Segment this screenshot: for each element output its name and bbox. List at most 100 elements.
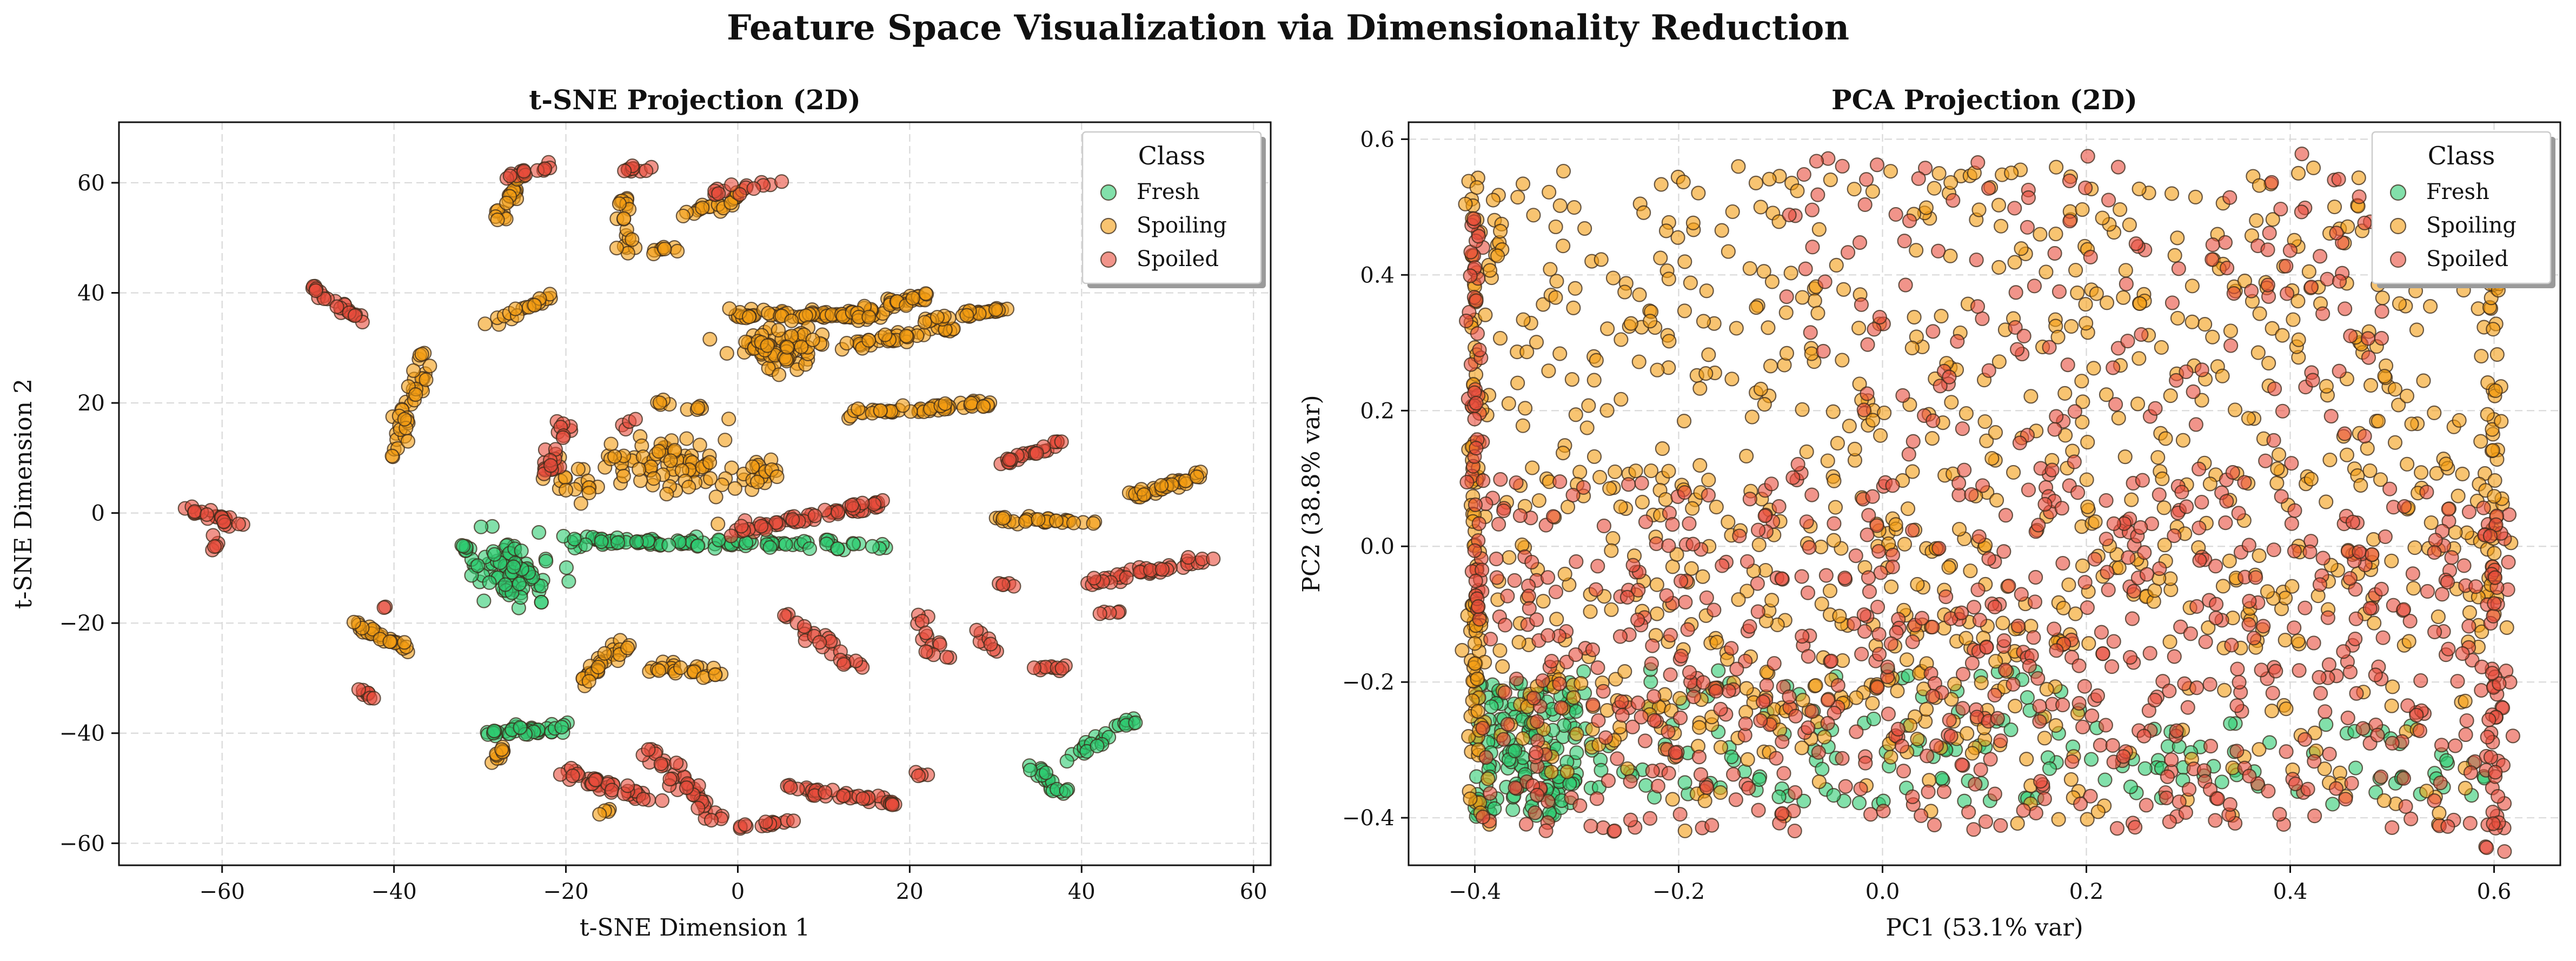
scatter-point [1668,745,1683,760]
scatter-point [2160,769,2175,784]
scatter-point [1790,183,1805,198]
scatter-point [2374,330,2389,346]
scatter-point [1810,187,1825,202]
scatter-point [2319,494,2334,509]
scatter-point [1614,694,1629,710]
scatter-point [1987,687,2002,703]
scatter-point [419,372,434,387]
scatter-point [1991,197,2007,213]
scatter-point [1991,260,2007,275]
scatter-point [382,634,397,649]
scatter-point [2272,806,2287,822]
scatter-point [1731,592,1746,607]
scatter-point [2413,673,2428,688]
scatter-point [1581,398,1596,413]
scatter-point [696,670,711,685]
scatter-point [1086,571,1101,586]
y-tick-label: 0.6 [1360,127,1395,152]
scatter-point [2062,214,2077,229]
scatter-point [1911,171,1926,186]
chart-title: PCA Projection (2D) [1831,84,2137,116]
scatter-point [1970,582,1986,598]
scatter-point [1998,508,2014,523]
scatter-point [2028,569,2043,585]
scatter-point [1522,601,1537,616]
scatter-point [1704,818,1719,833]
scatter-point [2258,453,2273,468]
scatter-point [1458,196,1473,211]
scatter-point [2163,388,2178,403]
scatter-point [1853,781,1868,797]
scatter-point [2130,396,2146,412]
scatter-point [2067,404,2082,419]
scatter-point [2399,388,2415,403]
scatter-point [2229,744,2245,759]
scatter-point [2459,713,2474,728]
scatter-point [1856,402,1871,417]
scatter-point [2339,447,2355,462]
y-tick-label: −60 [59,831,105,856]
scatter-point [1594,252,1609,267]
scatter-point [2322,452,2338,468]
scatter-point [2397,499,2412,514]
scatter-point [1974,675,1989,691]
scatter-point [2462,605,2478,620]
scatter-point [1471,516,1486,531]
scatter-point [777,608,792,623]
scatter-point [2363,377,2379,393]
scatter-point [1610,751,1625,766]
scatter-point [2486,322,2501,337]
scatter-point [1774,571,1789,586]
scatter-point [422,359,437,374]
scatter-point [2099,387,2114,402]
scatter-point [1860,337,1875,352]
scatter-point [610,535,626,550]
x-tick-label: −20 [543,879,588,904]
scatter-point [1677,485,1692,500]
scatter-point [2077,575,2093,590]
scatter-point [1890,721,1906,737]
scatter-point [1482,263,1498,278]
scatter-point [1934,308,1949,324]
scatter-point [1782,689,1797,705]
scatter-point [1496,732,1511,747]
y-tick-label: −0.4 [1342,806,1395,831]
scatter-point [2473,434,2488,449]
scatter-point [1650,778,1665,794]
scatter-point [346,614,362,630]
scatter-point [1472,612,1487,627]
scatter-point [1955,666,1971,682]
scatter-point [2003,722,2019,738]
scatter-point [2188,189,2203,204]
scatter-point [1978,814,1994,829]
scatter-point [2120,334,2135,349]
scatter-point [2020,690,2035,705]
scatter-point [780,340,795,355]
scatter-point [1835,353,1850,368]
scatter-point [1645,638,1660,653]
scatter-point [1709,634,1724,650]
scatter-point [639,163,654,178]
scatter-point [691,400,706,415]
scatter-point [1500,588,1515,604]
scatter-point [1634,475,1649,491]
scatter-point [1837,571,1853,586]
scatter-point [406,363,421,378]
scatter-point [2409,707,2424,723]
scatter-point [1871,647,1887,662]
scatter-point [2286,312,2301,327]
scatter-point [1755,694,1771,710]
scatter-point [2262,735,2277,750]
scatter-point [2048,718,2063,733]
scatter-point [1725,204,1740,220]
scatter-point [723,177,739,193]
scatter-point [836,657,851,672]
x-tick-label: 20 [896,879,924,904]
scatter-point [1471,229,1486,244]
scatter-point [1883,164,1898,179]
scatter-point [2249,213,2264,228]
legend-label: Spoiling [1137,213,1227,238]
scatter-point [1661,538,1676,553]
scatter-point [2318,704,2333,719]
scatter-point [1541,363,1556,379]
